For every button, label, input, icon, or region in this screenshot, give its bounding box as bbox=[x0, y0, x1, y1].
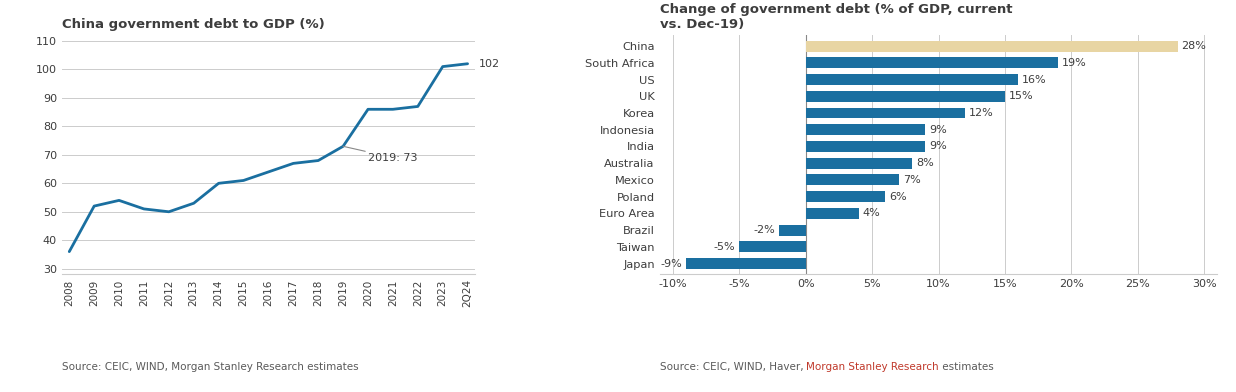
Bar bbox=[806, 41, 1178, 52]
Text: 15%: 15% bbox=[1009, 91, 1033, 101]
Text: -9%: -9% bbox=[660, 259, 682, 269]
Text: China government debt to GDP (%): China government debt to GDP (%) bbox=[62, 18, 325, 31]
Text: 19%: 19% bbox=[1062, 58, 1086, 68]
Bar bbox=[686, 258, 806, 269]
Bar bbox=[739, 241, 806, 252]
Text: Source: CEIC, WIND, Morgan Stanley Research estimates: Source: CEIC, WIND, Morgan Stanley Resea… bbox=[62, 363, 358, 372]
Text: Source: CEIC, WIND, Haver,: Source: CEIC, WIND, Haver, bbox=[660, 363, 806, 372]
Text: estimates: estimates bbox=[939, 363, 994, 372]
Text: 4%: 4% bbox=[863, 209, 880, 218]
Bar bbox=[806, 58, 1058, 68]
Text: Change of government debt (% of GDP, current
vs. Dec-19): Change of government debt (% of GDP, cur… bbox=[660, 4, 1012, 31]
Text: 9%: 9% bbox=[929, 142, 947, 151]
Bar bbox=[806, 91, 1005, 102]
Bar bbox=[806, 107, 965, 118]
Bar bbox=[806, 124, 926, 135]
Text: 102: 102 bbox=[478, 59, 499, 69]
Text: 6%: 6% bbox=[890, 192, 907, 201]
Text: 12%: 12% bbox=[969, 108, 994, 118]
Text: 16%: 16% bbox=[1022, 74, 1047, 85]
Text: 2019: 73: 2019: 73 bbox=[344, 146, 418, 163]
Text: 7%: 7% bbox=[902, 175, 921, 185]
Text: -2%: -2% bbox=[754, 225, 775, 235]
Bar bbox=[779, 225, 806, 236]
Text: 8%: 8% bbox=[916, 158, 933, 168]
Bar bbox=[806, 191, 885, 202]
Bar bbox=[806, 74, 1018, 85]
Bar bbox=[806, 158, 912, 169]
Text: 9%: 9% bbox=[929, 125, 947, 135]
Text: -5%: -5% bbox=[713, 242, 735, 252]
Bar bbox=[806, 174, 899, 185]
Bar bbox=[806, 208, 859, 219]
Text: Morgan Stanley Research: Morgan Stanley Research bbox=[806, 363, 939, 372]
Text: 28%: 28% bbox=[1182, 41, 1206, 51]
Bar bbox=[806, 141, 926, 152]
